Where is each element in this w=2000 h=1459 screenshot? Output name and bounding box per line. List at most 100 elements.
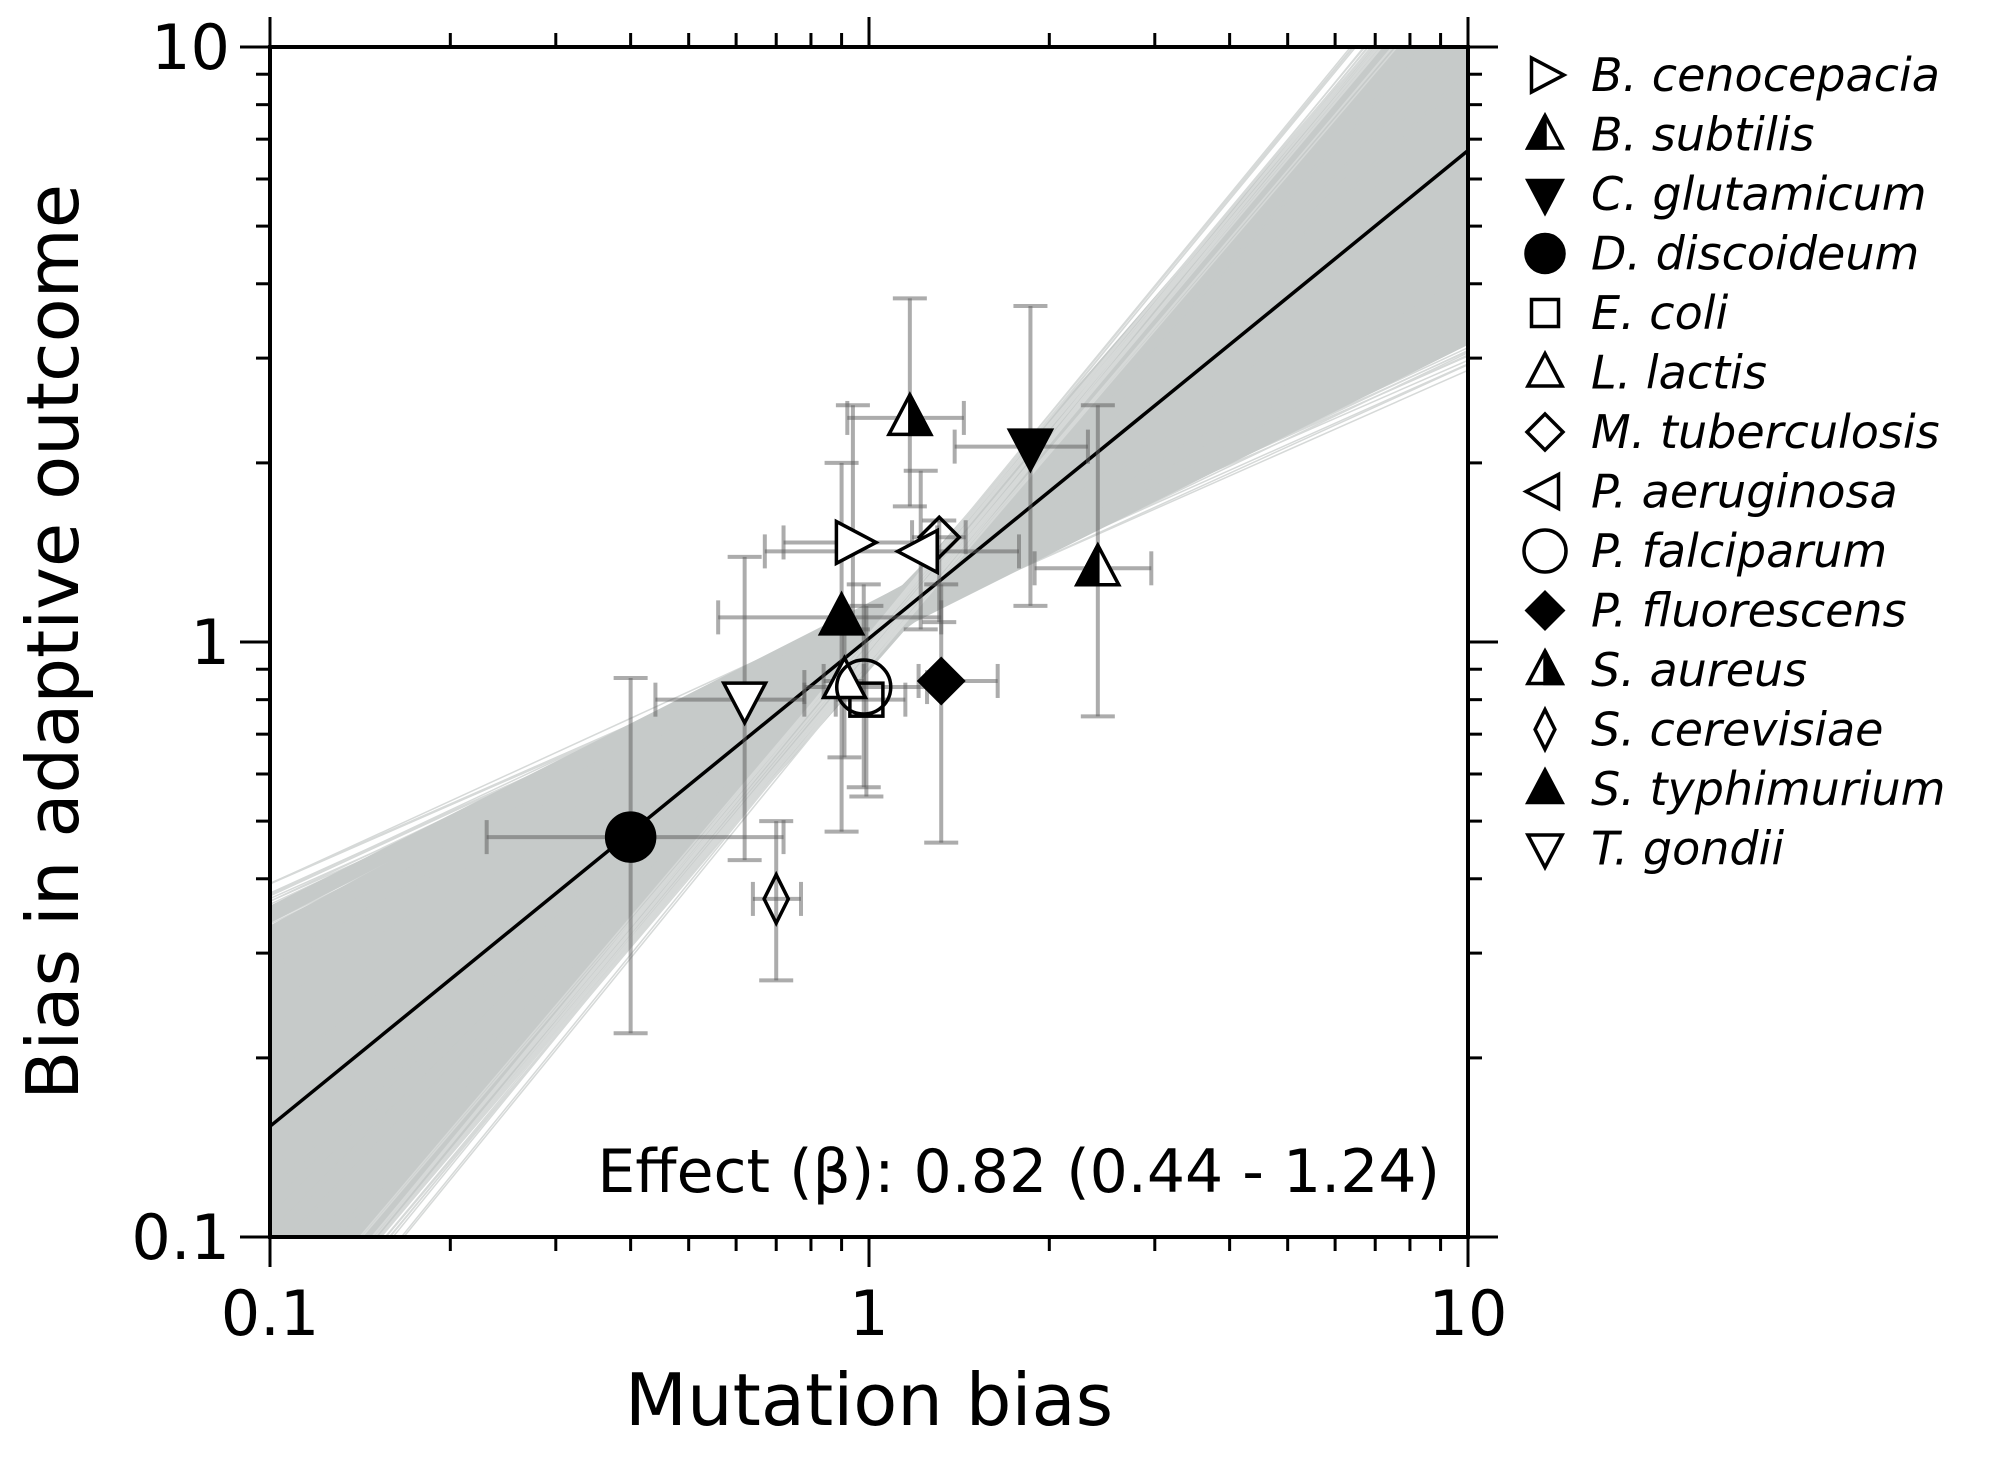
data-point xyxy=(720,681,769,727)
fit-line-group xyxy=(270,149,1468,1128)
marker-shape xyxy=(1524,349,1566,388)
marker-shape xyxy=(1524,232,1566,275)
data-point xyxy=(834,518,880,567)
x-tick-label: 1 xyxy=(849,1277,888,1350)
legend-marker xyxy=(1524,590,1566,631)
legend-marker xyxy=(1524,766,1566,805)
marker-shape xyxy=(1524,114,1547,150)
data-point xyxy=(604,811,657,863)
legend-marker xyxy=(1524,349,1566,388)
y-tick-label: 0.1 xyxy=(131,1201,230,1274)
y-tick-label: 10 xyxy=(151,11,230,84)
x-tick-label: 0.1 xyxy=(221,1277,320,1350)
marker-shape xyxy=(916,514,962,560)
marker-shape xyxy=(1529,297,1561,329)
error-bar xyxy=(833,603,908,799)
marker-shape xyxy=(1524,178,1566,217)
legend-item: B. subtilis xyxy=(1524,108,1814,162)
marker-shape xyxy=(604,811,657,863)
y-tick-label: 1 xyxy=(191,606,230,679)
data-point xyxy=(886,391,934,437)
legend-marker xyxy=(1529,54,1568,96)
data-point xyxy=(848,681,885,718)
marker-shape xyxy=(834,518,880,567)
marker-shape xyxy=(1074,544,1100,587)
legend-marker xyxy=(1524,647,1566,686)
marker-shape xyxy=(817,590,866,636)
legend-marker xyxy=(1522,471,1561,512)
legend-marker xyxy=(1524,178,1566,217)
marker-shape xyxy=(1529,54,1568,96)
legend-item: S. typhimurium xyxy=(1524,762,1945,816)
marker-shape xyxy=(834,658,893,716)
marker-shape xyxy=(1533,705,1557,754)
marker-shape xyxy=(908,394,934,437)
marker-shape xyxy=(1522,471,1561,512)
marker-shape xyxy=(916,656,966,706)
marker-shape xyxy=(1524,766,1566,805)
data-point xyxy=(893,527,939,576)
legend-item: T. gondii xyxy=(1524,822,1784,876)
legend-marker xyxy=(1522,528,1568,574)
marker-shape xyxy=(1524,833,1566,872)
legend-marker xyxy=(1533,705,1557,754)
legend-item: P. aeruginosa xyxy=(1522,465,1898,519)
data-point xyxy=(1074,541,1122,587)
data-point xyxy=(817,590,866,636)
legend-label: P. aeruginosa xyxy=(1591,465,1898,519)
legend-label: T. gondii xyxy=(1591,822,1784,876)
legend-item: P. fluorescens xyxy=(1524,584,1907,638)
legend-item: M. tuberculosis xyxy=(1524,405,1940,459)
error-bar xyxy=(750,819,804,983)
legend-item: D. discoideum xyxy=(1524,227,1919,281)
legend-marker xyxy=(1524,411,1566,453)
legend-label: L. lactis xyxy=(1591,346,1767,400)
y-axis-title: Bias in adaptive outcome xyxy=(11,184,95,1100)
legend-item: E. coli xyxy=(1529,286,1729,340)
legend-label: P. falciparum xyxy=(1591,524,1887,578)
legend-label: S. typhimurium xyxy=(1591,762,1945,816)
marker-shape xyxy=(1543,650,1566,686)
marker-shape xyxy=(1524,590,1566,631)
legend-marker xyxy=(1529,297,1561,329)
marker-shape xyxy=(1524,411,1566,453)
marker-shape xyxy=(848,681,885,718)
legend-marker xyxy=(1524,833,1566,872)
legend-item: L. lactis xyxy=(1524,346,1767,400)
legend-label: B. subtilis xyxy=(1591,108,1814,162)
legend-item: S. aureus xyxy=(1524,643,1807,697)
fit-line xyxy=(270,149,1468,1128)
effect-annotation: Effect (β): 0.82 (0.44 - 1.24) xyxy=(597,1137,1440,1207)
legend-marker xyxy=(1524,111,1566,150)
band-line xyxy=(391,47,1365,1237)
legend-marker xyxy=(1524,232,1566,275)
legend-item: C. glutamicum xyxy=(1524,167,1927,221)
legend-item: P. falciparum xyxy=(1522,524,1887,578)
data-point xyxy=(916,656,966,706)
marker-shape xyxy=(1006,428,1055,474)
legend-item: S. cerevisiae xyxy=(1533,703,1884,757)
marker-shape xyxy=(820,654,869,700)
data-point xyxy=(916,514,962,560)
legend-label: D. discoideum xyxy=(1591,227,1919,281)
confidence-band xyxy=(270,47,1468,1237)
marker-shape xyxy=(1522,528,1568,574)
legend-label: C. glutamicum xyxy=(1591,167,1927,221)
data-point xyxy=(820,654,869,700)
data-point xyxy=(834,658,893,716)
legend-label: B. cenocepacia xyxy=(1591,48,1940,102)
legend-label: M. tuberculosis xyxy=(1591,405,1940,459)
legend-item: B. cenocepacia xyxy=(1529,48,1940,102)
legend-label: P. fluorescens xyxy=(1591,584,1907,638)
legend-label: S. cerevisiae xyxy=(1591,703,1884,757)
data-point xyxy=(762,870,791,928)
data-markers xyxy=(604,391,1122,928)
x-axis-title: Mutation bias xyxy=(625,1358,1113,1442)
band-line xyxy=(373,47,1352,1237)
legend-label: S. aureus xyxy=(1591,643,1807,697)
axes: 0.1 1 10 0.1 1 10 xyxy=(131,11,1507,1350)
marker-shape xyxy=(720,681,769,727)
legend-label: E. coli xyxy=(1591,286,1729,340)
